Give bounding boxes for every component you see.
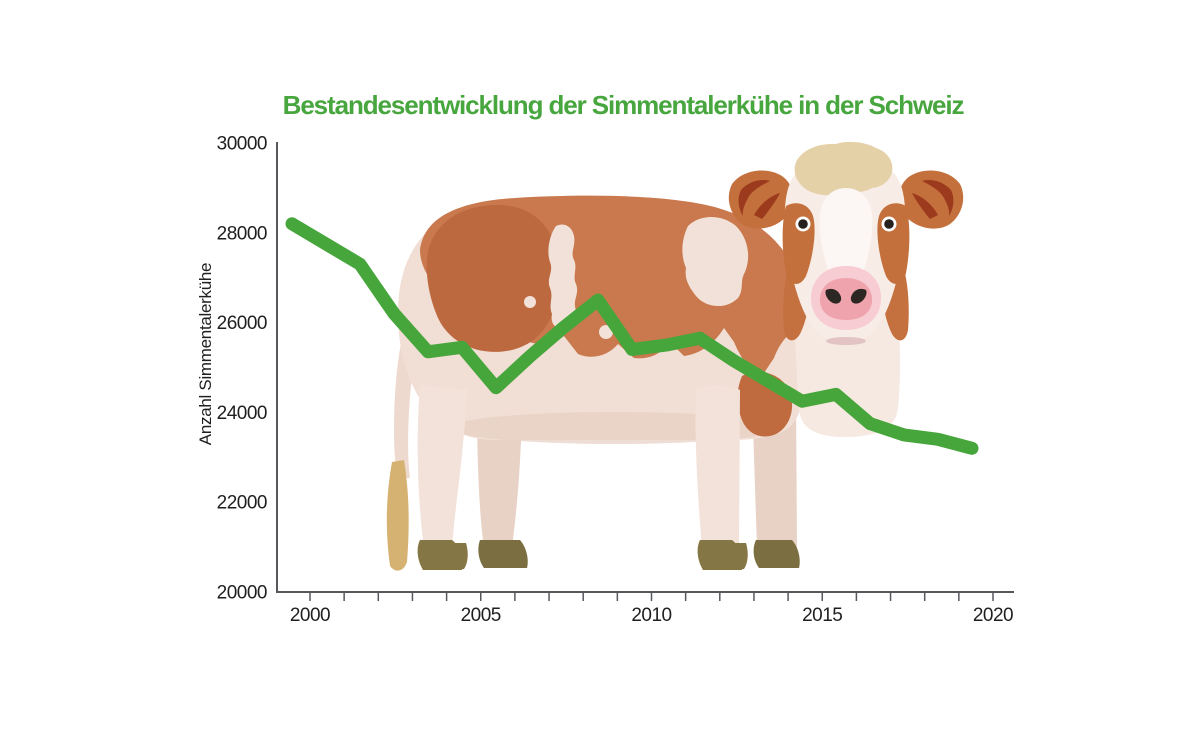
cow-nose (819, 278, 873, 320)
cow-front-leg-near (695, 385, 740, 548)
y-tick-label: 30000 (217, 134, 267, 155)
y-tick-label: 24000 (217, 403, 267, 424)
trend-line (285, 217, 979, 455)
cow-hoof-front-dewclaw (735, 543, 748, 569)
cow-white-spot (524, 296, 536, 308)
cow-ear-right-inner (912, 193, 938, 219)
cow-eye-left (798, 219, 808, 229)
chart-title: Bestandesentwicklung der Simmentalerkühe… (282, 90, 965, 120)
cow-ear-right-inner (922, 180, 954, 216)
y-tick-label: 22000 (217, 493, 267, 514)
x-tick-label: 2010 (631, 605, 671, 626)
cow-eye-right (884, 219, 894, 229)
x-tick-label: 2015 (802, 605, 842, 626)
cow-tail-tuft (386, 460, 409, 571)
cow-chin-shadow (826, 337, 866, 345)
cow-ear-left (728, 170, 794, 229)
axes: 2000 2005 2010 2015 2020 20000 22000 24000 2600… (217, 134, 1014, 626)
cow-hoof-hind-dewclaw (455, 543, 468, 569)
x-ticks (309, 592, 994, 601)
cow-forelock (794, 141, 893, 196)
cow-hoof-front-far (753, 540, 800, 568)
y-tick-label: 26000 (217, 313, 267, 334)
x-tick-label: 2020 (973, 605, 1013, 626)
cow-nostril-left (825, 288, 842, 304)
cow-white-patch-shoulder (682, 217, 749, 307)
cow-blaze (819, 188, 873, 292)
cow-white-patch-strip (548, 224, 578, 329)
cow-ear-left-inner (754, 193, 780, 219)
cow-hind-leg-near (417, 385, 468, 548)
y-tick-labels: 20000 22000 24000 26000 28000 30000 (217, 134, 268, 604)
cow-hoof-front-near (697, 540, 743, 570)
cow-ear-right (898, 170, 964, 229)
cow-white-spot (599, 325, 613, 339)
y-tick-label: 20000 (217, 583, 267, 604)
cow-rump-shading (426, 204, 560, 352)
cow-ear-left-inner (738, 180, 770, 216)
x-tick-label: 2005 (461, 605, 501, 626)
cow-hoof-hind-far (478, 540, 528, 568)
cow-nostril-right (850, 288, 867, 304)
x-tick-label: 2000 (290, 605, 330, 626)
y-tick-label: 28000 (217, 223, 267, 244)
cow-hoof-hind-near (417, 540, 463, 570)
x-tick-labels: 2000 2005 2010 2015 2020 (290, 605, 1014, 626)
